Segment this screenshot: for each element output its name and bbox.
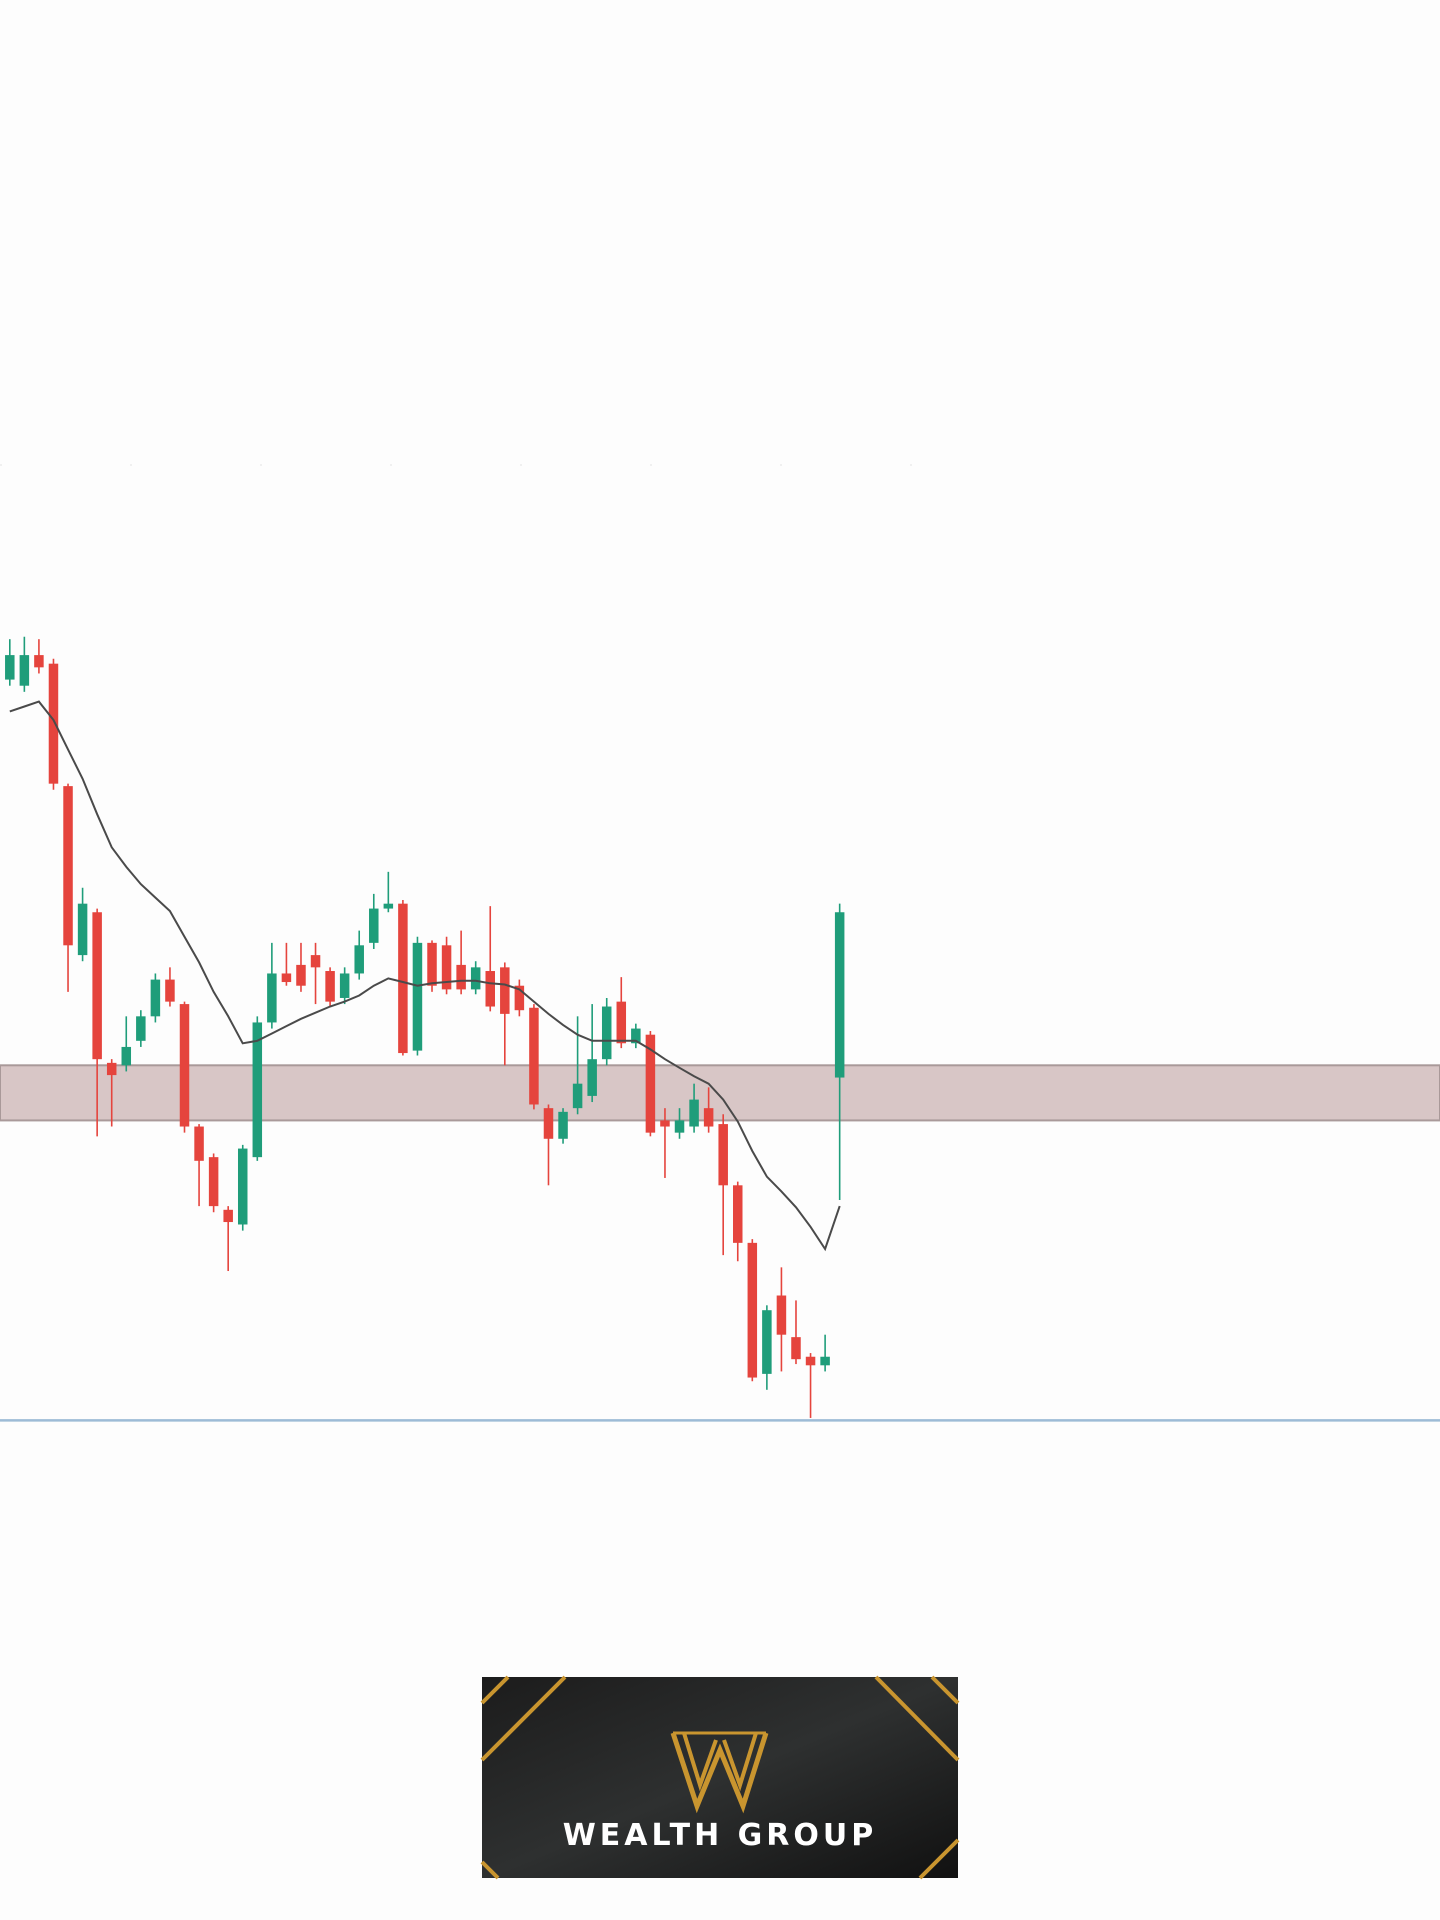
- candle-body: [19, 655, 30, 686]
- candle-body: [645, 1034, 656, 1133]
- candle-body: [208, 1157, 219, 1207]
- candle-body: [441, 945, 452, 990]
- zone: [0, 1064, 1440, 1122]
- candle-body: [718, 1124, 728, 1186]
- candle-body: [63, 786, 73, 946]
- candle-body: [805, 1356, 816, 1366]
- candle-body: [383, 903, 394, 909]
- candle-body: [820, 1356, 830, 1366]
- candle-body: [77, 903, 88, 956]
- candle-body: [48, 663, 59, 784]
- candle-body: [572, 1083, 583, 1109]
- candle-body: [354, 945, 364, 974]
- candle-body: [616, 1001, 627, 1044]
- candle-body: [456, 964, 466, 990]
- candle-body: [165, 979, 175, 1002]
- candle-body: [179, 1004, 190, 1127]
- candle-body: [252, 1022, 263, 1158]
- candle-body: [427, 942, 437, 986]
- candle-body: [834, 912, 845, 1078]
- candle-body: [34, 655, 44, 668]
- candle-body: [267, 973, 277, 1023]
- candle-body: [791, 1337, 801, 1360]
- candle-body: [398, 903, 408, 1054]
- candle-body: [369, 908, 379, 943]
- candle-body: [470, 967, 481, 990]
- candle-body: [5, 655, 15, 680]
- candle-body: [631, 1028, 641, 1044]
- candle-body: [601, 1006, 612, 1060]
- candle-body: [136, 1016, 146, 1041]
- candle-body: [339, 973, 350, 998]
- candle-body: [500, 967, 510, 1014]
- logo-ornament: [480, 1675, 960, 1880]
- candle-body: [412, 942, 423, 1051]
- candle-body: [747, 1242, 758, 1378]
- candle-body: [543, 1108, 554, 1139]
- candle-body: [325, 971, 335, 1002]
- candle-body: [674, 1120, 685, 1133]
- candle-body: [703, 1108, 714, 1127]
- candle-body: [529, 1007, 539, 1105]
- candle-body: [281, 973, 292, 983]
- candle-body: [92, 912, 102, 1060]
- logo-text: WEALTH GROUP: [563, 1818, 878, 1853]
- candle-body: [762, 1310, 772, 1374]
- candle-body: [150, 979, 161, 1017]
- candle-body: [237, 1148, 248, 1225]
- candle-body: [558, 1111, 568, 1139]
- candle-body: [660, 1120, 670, 1127]
- candle-body: [106, 1062, 117, 1076]
- candle-body: [310, 955, 321, 968]
- candle-body: [223, 1209, 233, 1223]
- logo: WEALTH GROUP: [480, 1675, 960, 1880]
- candle-body: [587, 1059, 597, 1096]
- candle-body: [296, 964, 306, 986]
- candle-body: [485, 971, 495, 1007]
- moving-average: [9, 700, 841, 1252]
- logo-box: [482, 1677, 958, 1878]
- plot-area: [0, 636, 1440, 1422]
- candle-body: [514, 985, 525, 1011]
- candle-body: [776, 1295, 787, 1335]
- candle-body: [194, 1126, 204, 1161]
- candle-body: [733, 1185, 743, 1243]
- candle-body: [689, 1099, 699, 1127]
- candle-body: [121, 1046, 132, 1066]
